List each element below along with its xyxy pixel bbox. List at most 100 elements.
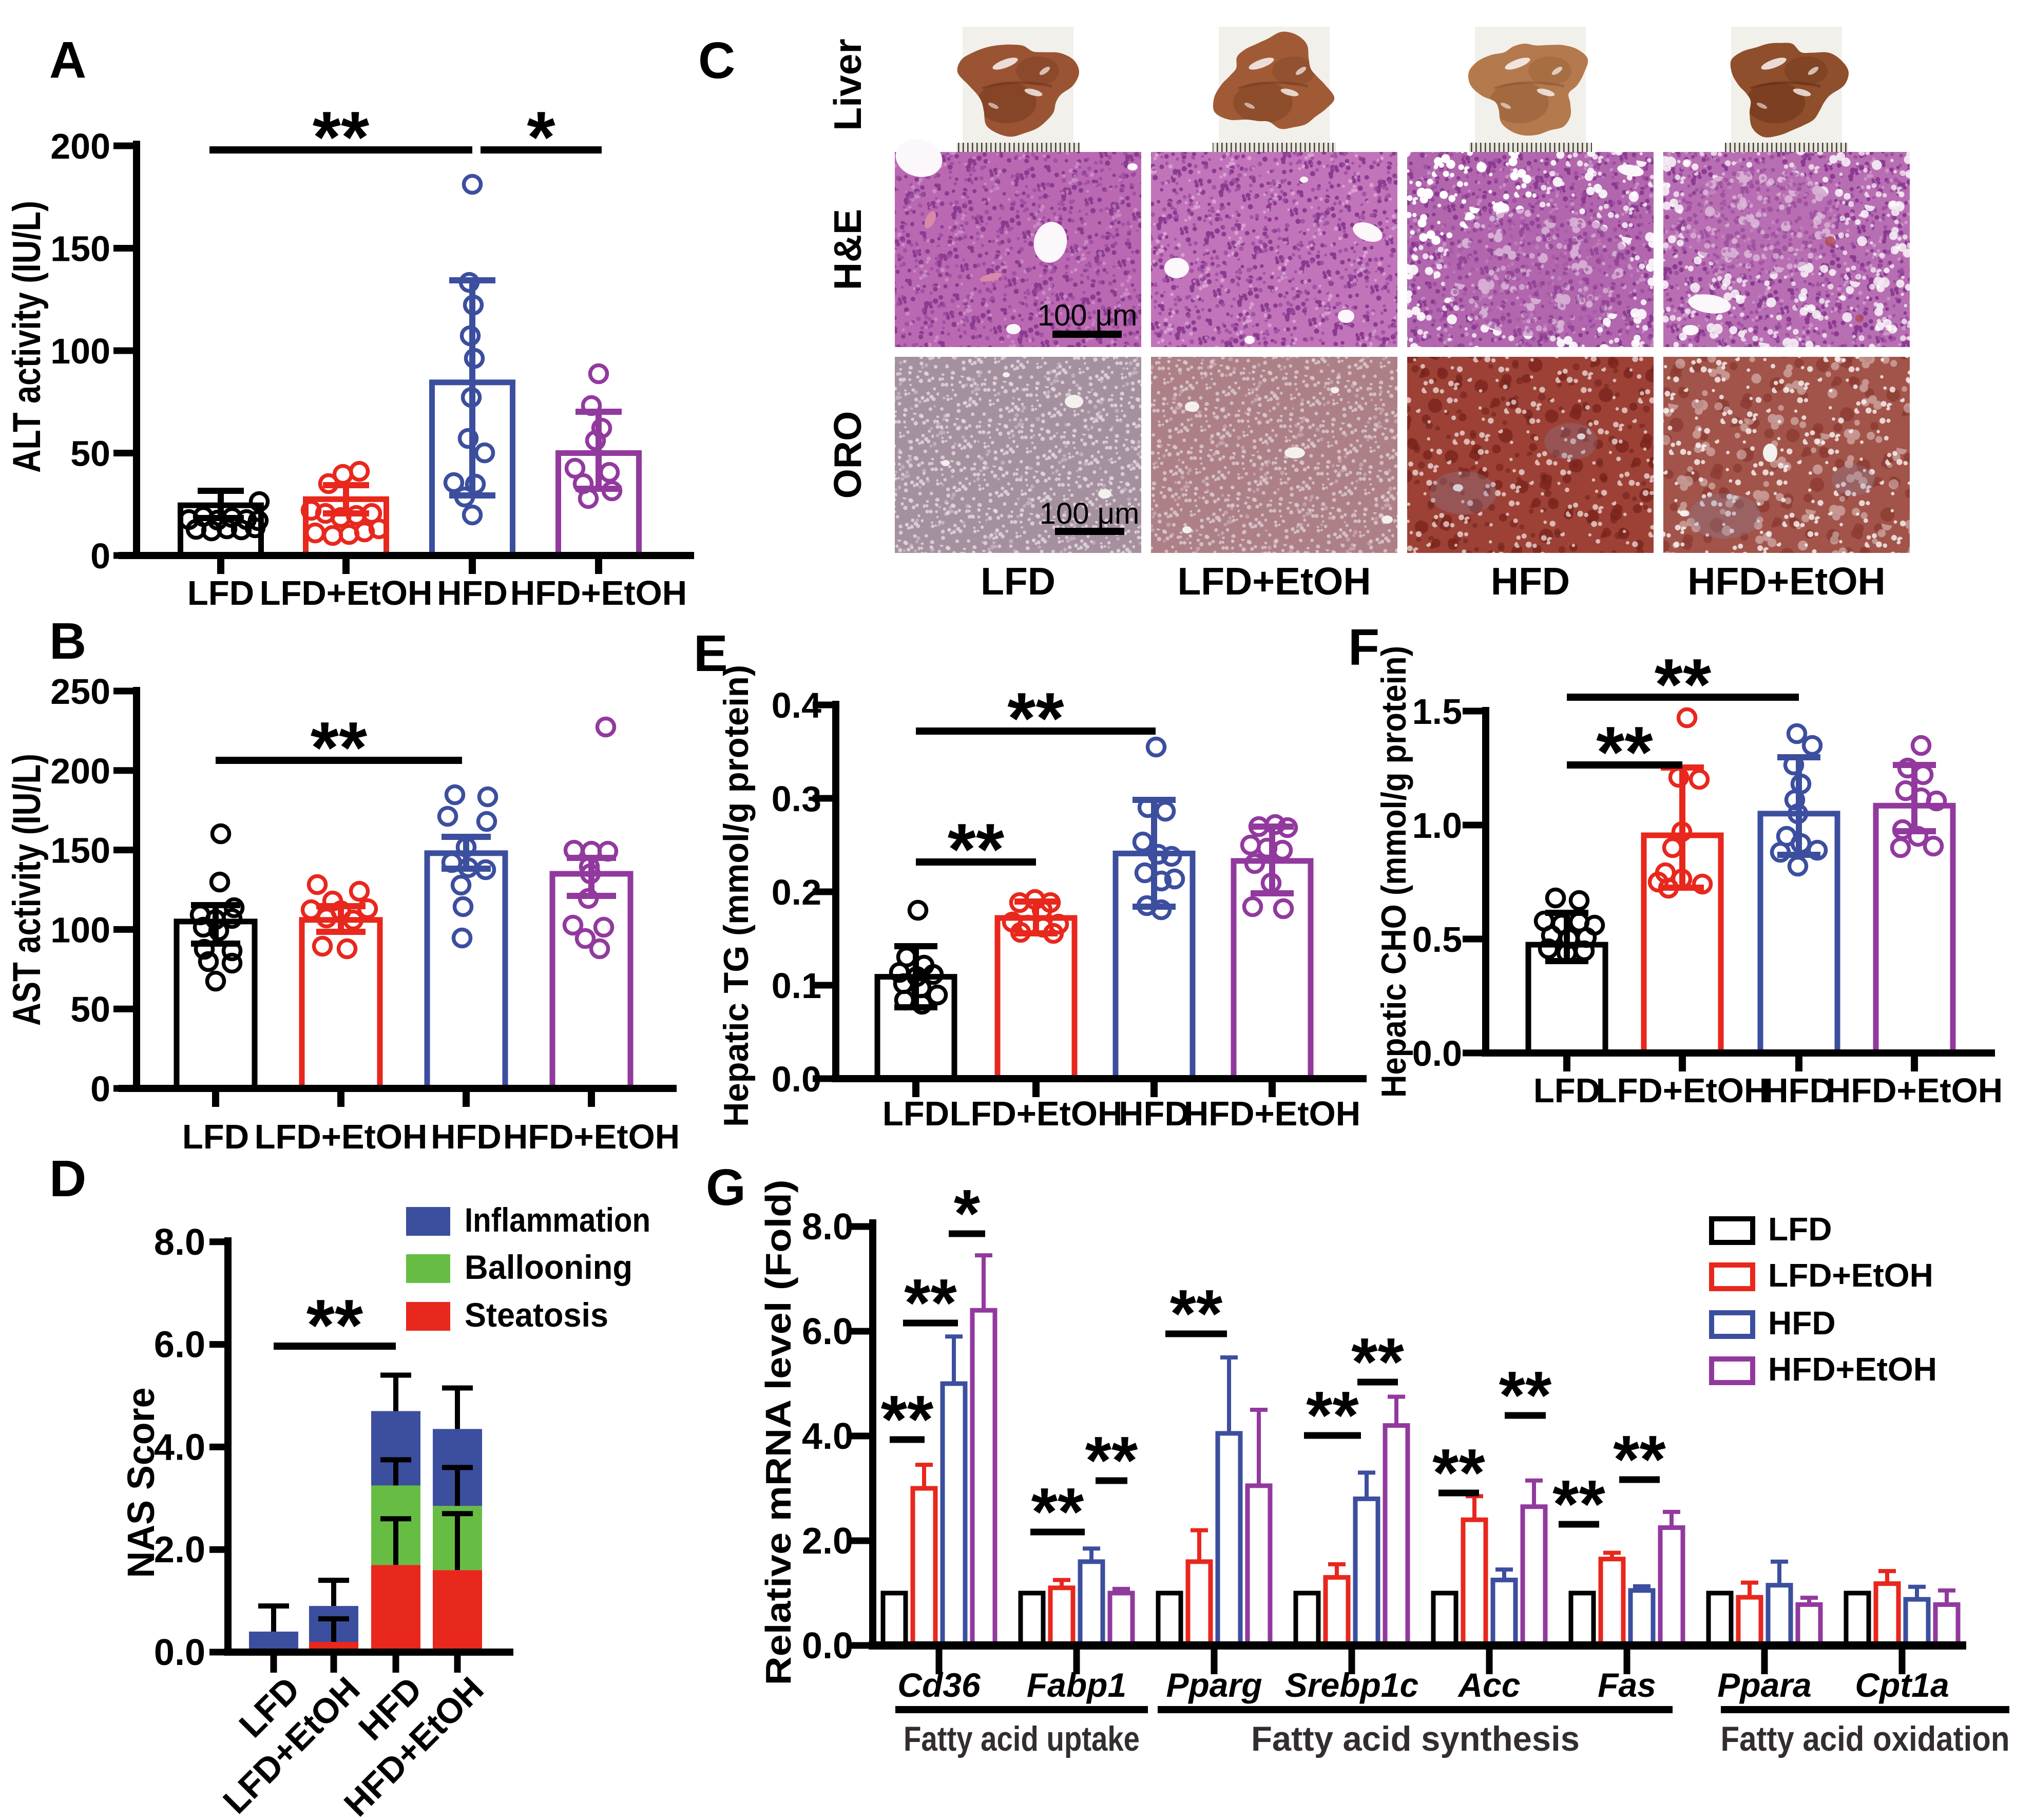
svg-text:**: ** <box>1085 1423 1138 1498</box>
svg-text:LFD+EtOH: LFD+EtOH <box>255 1118 428 1156</box>
svg-text:LFD+EtOH: LFD+EtOH <box>260 574 433 612</box>
svg-text:Fas: Fas <box>1598 1666 1656 1704</box>
svg-text:**: ** <box>313 97 370 178</box>
svg-text:Inflammation: Inflammation <box>465 1201 650 1239</box>
svg-text:**: ** <box>306 1285 363 1366</box>
svg-text:**: ** <box>1351 1324 1404 1400</box>
svg-text:4.0: 4.0 <box>802 1416 853 1457</box>
svg-text:Srebp1c: Srebp1c <box>1285 1666 1418 1704</box>
svg-text:**: ** <box>948 809 1005 890</box>
svg-text:HFD+EtOH: HFD+EtOH <box>510 574 687 612</box>
svg-text:LFD: LFD <box>187 574 254 612</box>
svg-text:Fatty acid synthesis: Fatty acid synthesis <box>1251 1719 1580 1758</box>
svg-text:F: F <box>1348 619 1379 676</box>
svg-text:B: B <box>49 612 86 670</box>
svg-text:**: ** <box>881 1382 934 1457</box>
svg-text:G: G <box>706 1159 746 1216</box>
svg-text:**: ** <box>1499 1357 1552 1433</box>
svg-text:**: ** <box>1306 1377 1359 1453</box>
svg-text:ALT activity (IU/L): ALT activity (IU/L) <box>5 201 49 473</box>
svg-text:0.0: 0.0 <box>1412 1033 1462 1074</box>
svg-text:LFD: LFD <box>1533 1071 1600 1110</box>
svg-text:100: 100 <box>50 331 110 371</box>
svg-text:100 μm: 100 μm <box>1038 299 1138 332</box>
svg-text:50: 50 <box>70 989 110 1029</box>
svg-text:HFD: HFD <box>1763 1071 1834 1110</box>
svg-text:Cd36: Cd36 <box>897 1666 981 1704</box>
svg-text:**: ** <box>1596 712 1653 793</box>
svg-text:8.0: 8.0 <box>802 1206 853 1248</box>
svg-text:2.0: 2.0 <box>154 1529 205 1570</box>
svg-text:**: ** <box>311 707 368 789</box>
svg-text:Ppara: Ppara <box>1717 1666 1811 1704</box>
svg-text:LFD: LFD <box>882 1095 949 1133</box>
svg-text:Fatty acid uptake: Fatty acid uptake <box>904 1719 1140 1758</box>
svg-text:HFD+EtOH: HFD+EtOH <box>1826 1071 2003 1110</box>
svg-text:250: 250 <box>50 672 110 712</box>
svg-text:Pparg: Pparg <box>1166 1666 1262 1704</box>
svg-text:*: * <box>954 1176 981 1251</box>
svg-text:LFD+EtOH: LFD+EtOH <box>950 1095 1123 1133</box>
svg-text:6.0: 6.0 <box>154 1325 205 1366</box>
svg-text:NAS Score: NAS Score <box>120 1388 162 1578</box>
svg-text:LFD+EtOH: LFD+EtOH <box>1596 1071 1769 1110</box>
svg-text:150: 150 <box>50 831 110 871</box>
svg-text:0: 0 <box>90 1069 110 1109</box>
svg-text:E: E <box>694 625 728 682</box>
svg-text:H&E: H&E <box>826 209 869 290</box>
svg-text:ORO: ORO <box>826 411 869 499</box>
svg-text:C: C <box>698 32 735 89</box>
svg-text:Acc: Acc <box>1457 1666 1520 1704</box>
svg-text:LFD+EtOH: LFD+EtOH <box>1177 560 1371 603</box>
svg-text:Ballooning: Ballooning <box>465 1248 632 1286</box>
svg-text:HFD+EtOH: HFD+EtOH <box>1687 560 1885 603</box>
svg-text:**: ** <box>1432 1435 1485 1510</box>
svg-text:Hepatic CHO (mmol/g protein): Hepatic CHO (mmol/g protein) <box>1374 646 1413 1098</box>
svg-text:0.1: 0.1 <box>772 966 821 1006</box>
svg-text:Fatty acid oxidation: Fatty acid oxidation <box>1721 1719 2010 1758</box>
svg-text:LFD: LFD <box>981 560 1056 603</box>
svg-text:HFD: HFD <box>1491 560 1570 603</box>
svg-text:HFD: HFD <box>1119 1095 1189 1133</box>
svg-text:50: 50 <box>70 434 110 474</box>
svg-text:4.0: 4.0 <box>154 1427 205 1468</box>
svg-text:0.5: 0.5 <box>1412 919 1462 960</box>
svg-text:2.0: 2.0 <box>802 1521 853 1562</box>
svg-text:**: ** <box>1031 1474 1084 1549</box>
svg-text:0.4: 0.4 <box>772 685 821 725</box>
svg-text:0.0: 0.0 <box>772 1059 821 1099</box>
svg-text:HFD+EtOH: HFD+EtOH <box>1184 1095 1360 1133</box>
svg-text:Cpt1a: Cpt1a <box>1855 1666 1949 1704</box>
svg-text:0: 0 <box>90 536 110 576</box>
svg-text:HFD: HFD <box>1768 1305 1836 1342</box>
svg-text:**: ** <box>1007 678 1064 759</box>
svg-text:200: 200 <box>50 751 110 791</box>
svg-text:*: * <box>527 97 555 178</box>
svg-text:0.0: 0.0 <box>154 1632 205 1673</box>
svg-text:HFD: HFD <box>437 574 508 612</box>
svg-text:Fabp1: Fabp1 <box>1027 1666 1126 1704</box>
svg-text:0.0: 0.0 <box>802 1625 853 1666</box>
svg-text:**: ** <box>904 1265 957 1340</box>
svg-text:D: D <box>49 1150 86 1208</box>
svg-text:**: ** <box>1655 644 1712 725</box>
svg-text:**: ** <box>1170 1276 1223 1351</box>
svg-text:LFD: LFD <box>182 1118 249 1156</box>
svg-text:LFD: LFD <box>1768 1211 1832 1248</box>
svg-text:0.2: 0.2 <box>772 872 821 912</box>
svg-text:Liver: Liver <box>826 39 869 130</box>
svg-text:0.3: 0.3 <box>772 779 821 819</box>
svg-text:LFD+EtOH: LFD+EtOH <box>1768 1257 1933 1294</box>
svg-text:A: A <box>49 31 86 89</box>
svg-text:Hepatic TG (mmol/g protein): Hepatic TG (mmol/g protein) <box>717 665 756 1127</box>
svg-text:**: ** <box>1613 1422 1666 1497</box>
svg-text:1.0: 1.0 <box>1412 806 1462 846</box>
svg-text:100: 100 <box>50 910 110 950</box>
svg-text:HFD+EtOH: HFD+EtOH <box>1768 1351 1937 1388</box>
svg-text:Steatosis: Steatosis <box>465 1296 608 1334</box>
svg-text:Relative mRNA level (Fold): Relative mRNA level (Fold) <box>758 1180 798 1685</box>
svg-text:150: 150 <box>50 229 110 269</box>
svg-text:1.5: 1.5 <box>1412 692 1462 732</box>
svg-text:HFD: HFD <box>431 1118 502 1156</box>
svg-text:**: ** <box>1552 1466 1605 1542</box>
